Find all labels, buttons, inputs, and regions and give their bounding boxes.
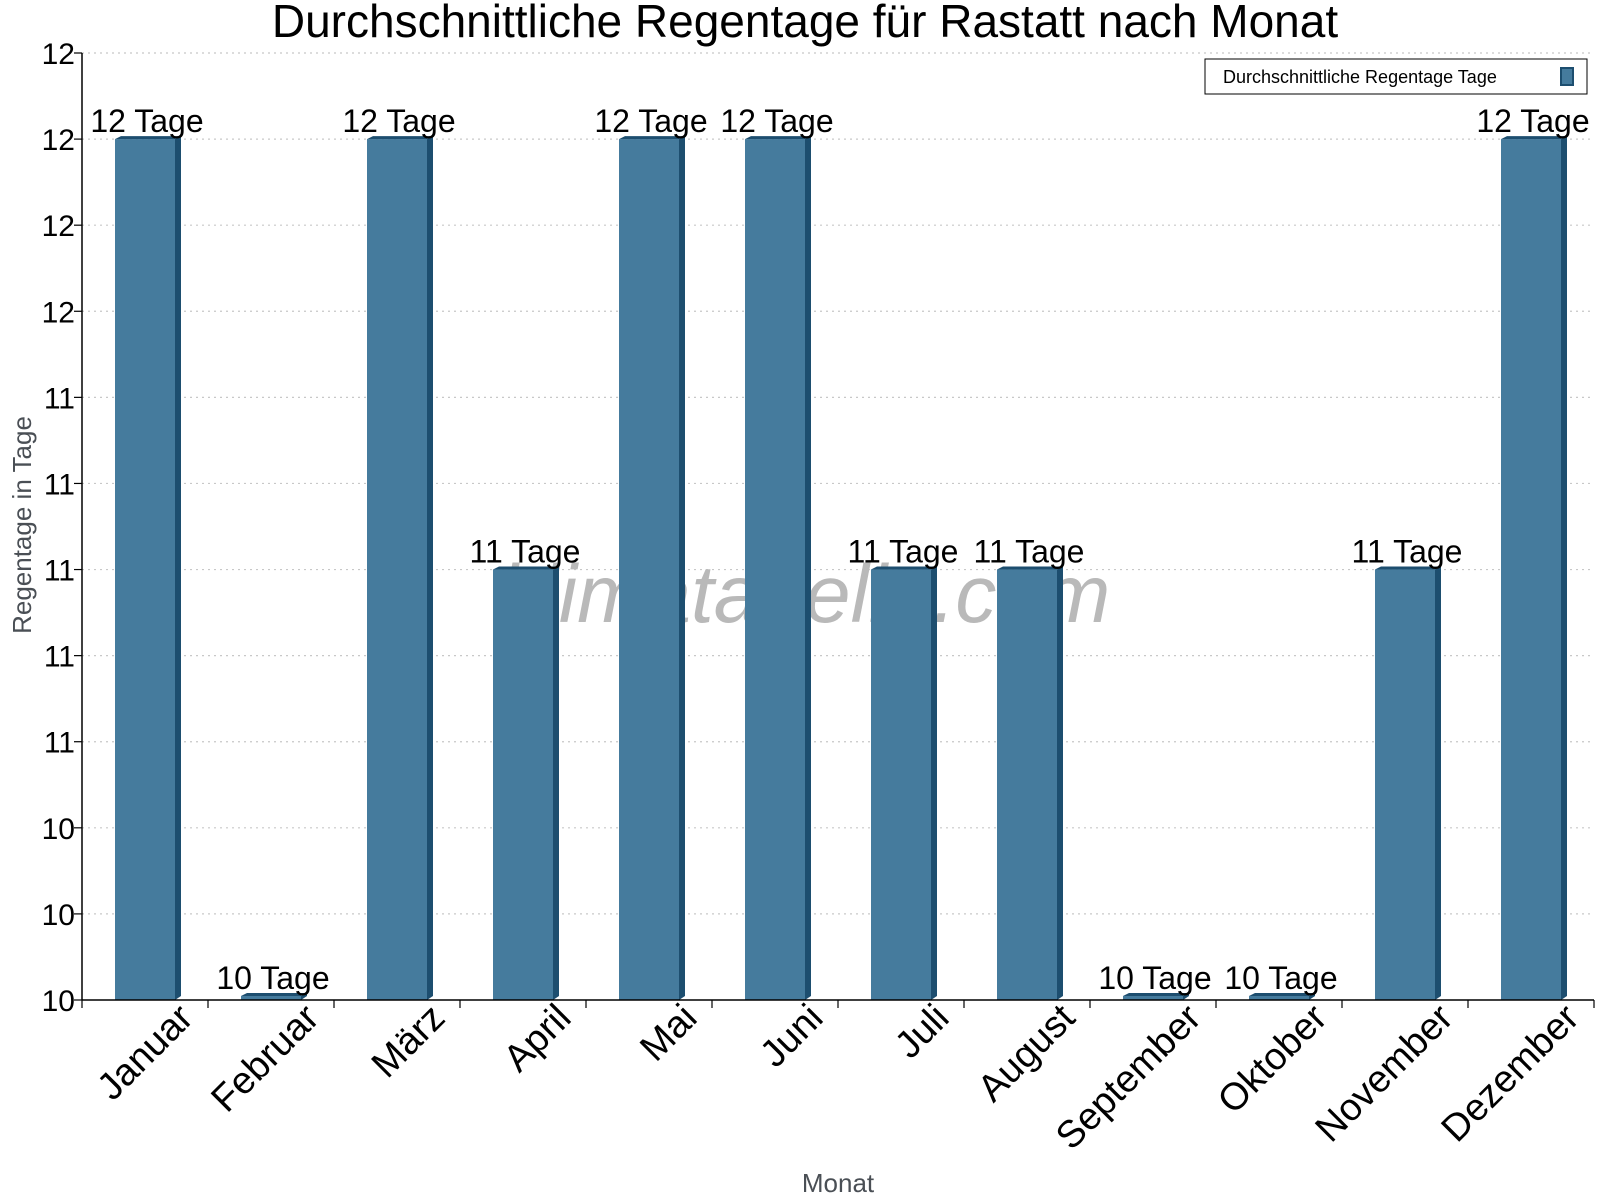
legend-swatch — [1560, 67, 1574, 86]
bar-top — [1501, 136, 1567, 140]
bar-side — [1309, 993, 1315, 1000]
bar-top — [745, 136, 811, 140]
bar-8 — [997, 566, 1063, 1000]
bar-9 — [1123, 993, 1189, 1000]
bar-top — [1375, 566, 1441, 570]
bar-side — [301, 993, 307, 1000]
bar-top — [1249, 993, 1315, 996]
x-axis-label: Monat — [802, 1168, 875, 1198]
x-tick-label: November — [1308, 996, 1462, 1150]
bar-value-label: 12 Tage — [90, 103, 203, 139]
y-tick-label: 12 — [42, 296, 75, 329]
bar-value-label: 12 Tage — [1476, 103, 1589, 139]
bar-value-label: 12 Tage — [720, 103, 833, 139]
y-tick-label: 11 — [44, 468, 75, 501]
bar-4 — [493, 566, 559, 1000]
bar-side — [931, 566, 937, 1000]
bar-top — [493, 566, 559, 570]
bar-top — [619, 136, 685, 140]
y-tick-label: 12 — [42, 210, 75, 243]
x-tick-label: März — [364, 997, 453, 1086]
bar-face — [115, 139, 175, 1000]
bar-value-label: 11 Tage — [1352, 534, 1463, 570]
bar-face — [493, 569, 553, 1000]
chart-title: Durchschnittliche Regentage für Rastatt … — [272, 0, 1338, 47]
x-tick-label: Januar — [89, 996, 201, 1108]
bar-face — [997, 569, 1057, 1000]
bar-7 — [871, 566, 937, 1000]
x-tick-label: Dezember — [1434, 996, 1588, 1150]
axes-group — [81, 53, 1594, 1001]
bars-group — [115, 136, 1567, 1000]
y-tick-label: 10 — [42, 985, 75, 1018]
x-ticks: Januar Februar März April Mai Juni Juli AugustS… — [81, 996, 1595, 1158]
bar-2 — [241, 993, 307, 1000]
y-tick-label: 10 — [42, 899, 75, 932]
bar-top — [367, 136, 433, 140]
bar-value-label: 12 Tage — [594, 103, 707, 139]
bar-face — [1375, 569, 1435, 1000]
bar-face — [241, 996, 301, 1000]
bar-value-label: 10 Tage — [1098, 960, 1211, 996]
bar-face — [1249, 996, 1309, 1000]
y-tick-label: 12 — [42, 124, 75, 157]
bar-value-label: 11 Tage — [974, 534, 1085, 570]
bar-3 — [367, 136, 433, 1000]
y-tick-label: 12 — [42, 38, 75, 71]
x-tick-label: Februar — [204, 996, 328, 1120]
bar-face — [1501, 139, 1561, 1000]
bar-top — [1123, 993, 1189, 996]
bar-side — [1435, 566, 1441, 1000]
bar-side — [1057, 566, 1063, 1000]
y-tick-label: 11 — [44, 727, 75, 760]
bar-value-label: 11 Tage — [470, 534, 581, 570]
bar-top — [115, 136, 181, 140]
bar-value-label: 12 Tage — [342, 103, 455, 139]
bar-top — [871, 566, 937, 570]
bar-value-label: 10 Tage — [216, 960, 329, 996]
x-tick-label: Oktober — [1210, 996, 1336, 1122]
x-tick-label: April — [496, 997, 579, 1080]
x-tick-label: August — [970, 996, 1084, 1110]
y-axis-label: Regentage in Tage — [7, 416, 37, 634]
y-tick-label: 11 — [44, 382, 75, 415]
bar-6 — [745, 136, 811, 1000]
bar-side — [553, 566, 559, 1000]
bar-top — [241, 993, 307, 996]
bar-face — [619, 139, 679, 1000]
y-tick-label: 11 — [44, 641, 75, 674]
bar-face — [367, 139, 427, 1000]
bar-value-labels: 12 Tage 10 Tage 12 Tage 11 Tage 12 Tage 12 Ta… — [90, 103, 1589, 996]
y-tick-label: 11 — [44, 555, 75, 588]
bar-1 — [115, 136, 181, 1000]
bar-side — [805, 136, 811, 1000]
legend-label: Durchschnittliche Regentage Tage — [1223, 67, 1497, 87]
y-tick-label: 10 — [42, 813, 75, 846]
bar-5 — [619, 136, 685, 1000]
bar-face — [1123, 996, 1183, 1000]
bar-side — [1561, 136, 1567, 1000]
bar-side — [427, 136, 433, 1000]
bar-12 — [1501, 136, 1567, 1000]
bar-side — [175, 136, 181, 1000]
x-tick-label: Mai — [632, 997, 705, 1070]
bar-face — [745, 139, 805, 1000]
bar-value-label: 10 Tage — [1224, 960, 1337, 996]
bar-10 — [1249, 993, 1315, 1000]
bar-face — [871, 569, 931, 1000]
grid-lines — [82, 52, 1594, 915]
bar-side — [679, 136, 685, 1000]
y-ticks: 10 10 10 11 11 11 11 11 12 12 12 12 — [42, 38, 82, 1018]
legend-box — [1204, 58, 1588, 95]
bar-side — [1183, 993, 1189, 1000]
bar-11 — [1375, 566, 1441, 1000]
bar-value-label: 11 Tage — [848, 534, 959, 570]
legend: Durchschnittliche Regentage Tage — [1204, 58, 1588, 95]
bar-top — [997, 566, 1063, 570]
x-tick-label: Juni — [752, 997, 831, 1076]
x-tick-label: Juli — [887, 997, 957, 1067]
